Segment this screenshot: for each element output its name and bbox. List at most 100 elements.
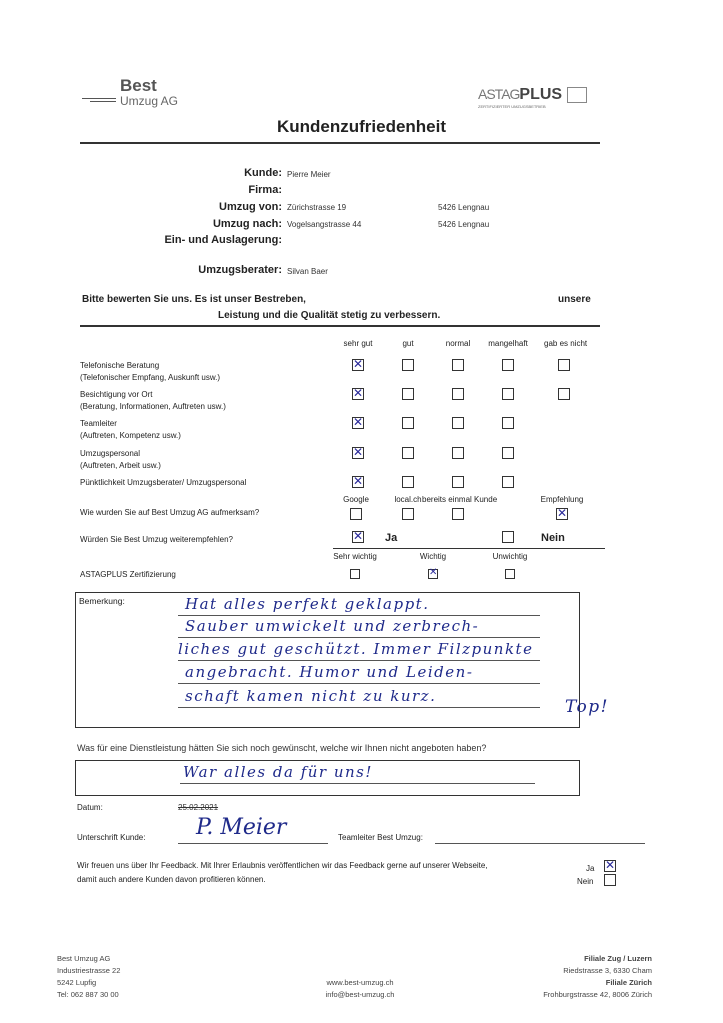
footer-line: Filiale Zürich	[605, 978, 652, 987]
intro-line1: Bitte bewerten Sie uns. Es ist unser Bes…	[82, 294, 306, 305]
date-label: Datum:	[77, 803, 103, 812]
remark-line[interactable]: Hat alles perfekt geklappt.	[185, 595, 430, 613]
service-question: Was für eine Dienstleistung hätten Sie s…	[77, 743, 487, 753]
rating-row-label: Umzugspersonal	[80, 449, 141, 458]
check-x-icon: ✕	[353, 415, 364, 429]
rating-row-label: Pünktlichkeit Umzugsberater/ Umzugsperso…	[80, 478, 247, 487]
firma-label: Firma:	[248, 184, 282, 196]
rating-checkbox-gut[interactable]	[402, 417, 414, 429]
rating-checkbox-sehr-gut[interactable]: ✕	[352, 357, 364, 371]
rating-checkbox-gab-es-nicht[interactable]	[558, 388, 570, 400]
source-option-label: Google	[343, 495, 369, 504]
rating-checkbox-gut[interactable]	[402, 476, 414, 488]
signature-label: Unterschrift Kunde:	[77, 833, 146, 842]
footer-address: Best Umzug AG Industriestrasse 22 5242 Lup…	[57, 953, 120, 1001]
rating-checkbox-mangelhaft[interactable]	[502, 388, 514, 400]
recommend-no-label: Nein	[541, 532, 565, 544]
rating-checkbox-sehr-gut[interactable]: ✕	[352, 445, 364, 459]
rating-checkbox-sehr-gut[interactable]: ✕	[352, 386, 364, 400]
kunde-label: Kunde:	[244, 167, 282, 179]
check-x-icon: ✕	[353, 529, 364, 543]
rating-row-label: Besichtigung vor Ort	[80, 390, 153, 399]
rating-checkbox-sehr-gut[interactable]: ✕	[352, 415, 364, 429]
rating-row-sublabel: (Beratung, Informationen, Auftreten usw.…	[80, 402, 226, 411]
remark-line[interactable]: Sauber umwickelt und zerbrech-	[185, 617, 480, 635]
rating-checkbox-mangelhaft[interactable]	[502, 359, 514, 371]
consent-yes-checkbox[interactable]: ✕	[604, 858, 616, 872]
customer-signature: P. Meier	[196, 815, 287, 840]
rating-checkbox-mangelhaft[interactable]	[502, 476, 514, 488]
footer-contact: www.best-umzug.ch info@best-umzug.ch	[300, 977, 420, 1001]
rating-checkbox-gut[interactable]	[402, 447, 414, 459]
rating-checkbox-normal[interactable]	[452, 359, 464, 371]
divider	[333, 548, 605, 549]
rating-column-header: normal	[445, 339, 471, 348]
footer-line: Tel: 062 887 30 00	[57, 990, 119, 999]
astag-checkbox[interactable]	[350, 569, 360, 579]
remark-underline	[178, 683, 540, 684]
umzug-von-city: 5426 Lengnau	[438, 203, 490, 212]
service-box	[75, 760, 580, 796]
astag-option-label: Wichtig	[419, 552, 447, 561]
rating-checkbox-gut[interactable]	[402, 388, 414, 400]
rating-checkbox-normal[interactable]	[452, 388, 464, 400]
rating-column-header: gut	[402, 339, 414, 348]
footer-line: Filiale Zug / Luzern	[584, 954, 652, 963]
remark-underline	[178, 615, 540, 616]
rating-checkbox-mangelhaft[interactable]	[502, 417, 514, 429]
check-x-icon: ✕	[605, 858, 616, 872]
source-checkbox[interactable]	[402, 508, 414, 520]
rating-checkbox-normal[interactable]	[452, 417, 464, 429]
service-answer[interactable]: War alles da für uns!	[183, 763, 373, 781]
footer-line: Frohburgstrasse 42, 8006 Zürich	[543, 990, 652, 999]
astag-option-label: Sehr wichtig	[333, 552, 377, 561]
rating-checkbox-mangelhaft[interactable]	[502, 447, 514, 459]
source-checkbox[interactable]: ✕	[556, 506, 568, 520]
remark-line[interactable]: angebracht. Humor und Leiden-	[185, 663, 474, 681]
consent-no-label: Nein	[577, 877, 594, 886]
rating-checkbox-sehr-gut[interactable]: ✕	[352, 474, 364, 488]
source-checkbox[interactable]	[452, 508, 464, 520]
teamleiter-signature-line[interactable]	[435, 843, 645, 844]
umzug-von-label: Umzug von:	[219, 201, 282, 213]
remark-extra: Top!	[565, 697, 609, 717]
check-x-icon: ✕	[429, 567, 438, 578]
consent-line1: Wir freuen uns über Ihr Feedback. Mit Ih…	[77, 861, 488, 870]
astag-label: ASTAGPLUS Zertifizierung	[80, 570, 176, 579]
remark-underline	[178, 637, 540, 638]
footer-line: 5242 Lupfig	[57, 978, 97, 987]
kunde-value: Pierre Meier	[287, 170, 331, 179]
umzugsberater-value: Silvan Baer	[287, 267, 328, 276]
umzug-nach-city: 5426 Lengnau	[438, 220, 490, 229]
rating-checkbox-normal[interactable]	[452, 476, 464, 488]
astag-checkbox[interactable]	[505, 569, 515, 579]
footer-line: Riedstrasse 3, 6330 Cham	[563, 966, 652, 975]
footer-line[interactable]: info@best-umzug.ch	[325, 990, 395, 999]
footer-line: Industriestrasse 22	[57, 966, 121, 975]
divider	[80, 325, 600, 327]
check-x-icon: ✕	[353, 357, 364, 371]
intro-line1b: unsere	[558, 294, 591, 305]
rating-row-sublabel: (Auftreten, Kompetenz usw.)	[80, 431, 181, 440]
remark-line[interactable]: schaft kamen nicht zu kurz.	[185, 687, 437, 705]
footer-branches: Filiale Zug / Luzern Riedstrasse 3, 6330 …	[480, 953, 652, 1001]
signature-line	[178, 843, 328, 844]
astag-option-label: Unwichtig	[492, 552, 528, 561]
consent-yes-label: Ja	[586, 864, 595, 873]
footer-line[interactable]: www.best-umzug.ch	[326, 978, 394, 987]
rating-checkbox-normal[interactable]	[452, 447, 464, 459]
remark-label: Bemerkung:	[79, 596, 125, 606]
rating-row-sublabel: (Telefonischer Empfang, Auskunft usw.)	[80, 373, 221, 382]
recommend-yes-label: Ja	[385, 532, 398, 544]
consent-no-checkbox[interactable]	[604, 874, 616, 886]
source-checkbox[interactable]	[350, 508, 362, 520]
teamleiter-label: Teamleiter Best Umzug:	[338, 833, 423, 842]
rating-checkbox-gut[interactable]	[402, 359, 414, 371]
astag-checkbox[interactable]: ✕	[428, 567, 438, 579]
lagerung-label: Ein- und Auslagerung:	[164, 234, 282, 246]
remark-line[interactable]: liches gut geschützt. Immer Filzpunkte	[178, 640, 534, 658]
source-option-label: local.ch	[394, 495, 422, 504]
rating-checkbox-gab-es-nicht[interactable]	[558, 359, 570, 371]
recommend-no-checkbox[interactable]	[502, 531, 514, 543]
recommend-yes-checkbox[interactable]: ✕	[352, 529, 364, 543]
